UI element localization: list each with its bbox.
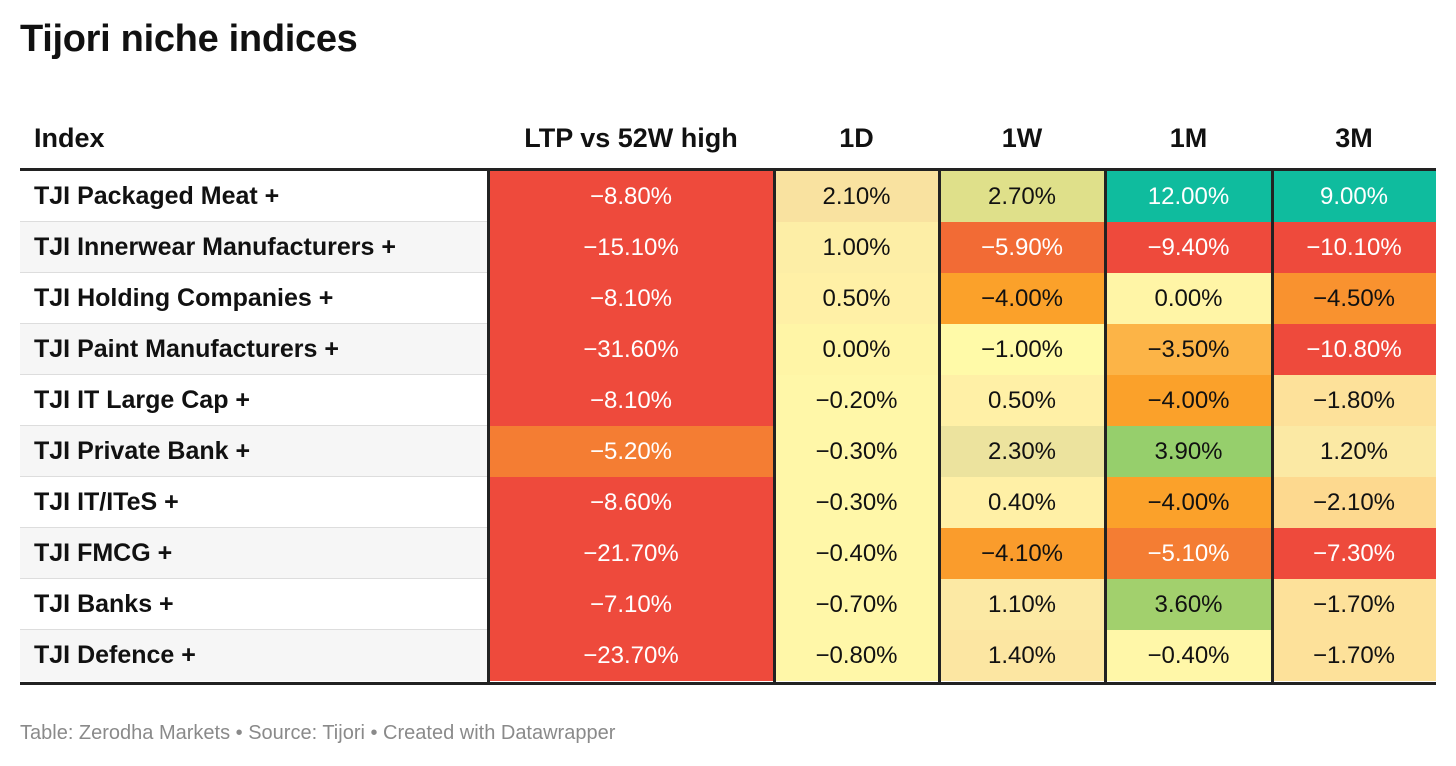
value-cell: −1.80% (1272, 375, 1436, 426)
row-label: TJI Private Bank + (34, 437, 251, 465)
table-row: TJI IT Large Cap + −8.10% −0.20% 0.50% −4.00… (20, 375, 1436, 426)
table-row: TJI Defence + −23.70% −0.80% 1.40% −0.40% −1.… (20, 630, 1436, 681)
value-cell: 2.10% (774, 171, 939, 222)
row-label: TJI Holding Companies + (34, 284, 334, 312)
value-cell: 0.50% (774, 273, 939, 324)
value-cell: −3.50% (1105, 324, 1272, 375)
column-header-3m: 3M (1335, 122, 1373, 153)
table-bottom-rule (20, 682, 1436, 685)
row-label: TJI IT/ITeS + (34, 488, 179, 516)
table-row: TJI FMCG + −21.70% −0.40% −4.10% −5.10% −7.30… (20, 528, 1436, 579)
value-cell: 9.00% (1272, 171, 1436, 222)
value-cell: −7.30% (1272, 528, 1436, 579)
value-cell: −0.40% (774, 528, 939, 579)
value-cell: 2.30% (939, 426, 1105, 477)
value-cell: 0.40% (939, 477, 1105, 528)
value-cell: −0.80% (774, 630, 939, 681)
column-header-index: Index (34, 122, 105, 153)
column-separator (1271, 171, 1274, 682)
column-header-1m: 1M (1169, 122, 1208, 153)
value-cell: −7.10% (488, 579, 774, 630)
value-cell: −5.10% (1105, 528, 1272, 579)
value-cell: 12.00% (1105, 171, 1272, 222)
value-cell: −4.00% (1105, 375, 1272, 426)
row-label: TJI Packaged Meat + (34, 182, 280, 210)
page-title: Tijori niche indices (20, 18, 358, 60)
value-cell: 2.70% (939, 171, 1105, 222)
row-label: TJI Innerwear Manufacturers + (34, 233, 396, 261)
column-separator (773, 171, 776, 682)
value-cell: 1.00% (774, 222, 939, 273)
value-cell: −31.60% (488, 324, 774, 375)
value-cell: −8.10% (488, 375, 774, 426)
value-cell: −0.40% (1105, 630, 1272, 681)
value-cell: −5.90% (939, 222, 1105, 273)
value-cell: 0.00% (774, 324, 939, 375)
value-cell: −15.10% (488, 222, 774, 273)
value-cell: 0.50% (939, 375, 1105, 426)
value-cell: −23.70% (488, 630, 774, 681)
value-cell: −9.40% (1105, 222, 1272, 273)
value-cell: 3.90% (1105, 426, 1272, 477)
value-cell: −0.30% (774, 477, 939, 528)
row-label: TJI Paint Manufacturers + (34, 335, 339, 363)
column-header-1d: 1D (839, 122, 874, 153)
value-cell: −1.70% (1272, 579, 1436, 630)
value-cell: −8.60% (488, 477, 774, 528)
column-header-ltp-vs-52w-high: LTP vs 52W high (524, 122, 738, 153)
value-cell: 1.20% (1272, 426, 1436, 477)
value-cell: −1.70% (1272, 630, 1436, 681)
header-divider (20, 168, 1436, 171)
value-cell: 1.10% (939, 579, 1105, 630)
value-cell: −8.80% (488, 171, 774, 222)
column-separator (487, 171, 490, 682)
table-row: TJI Packaged Meat + −8.80% 2.10% 2.70% 12.00… (20, 171, 1436, 222)
table-row: TJI IT/ITeS + −8.60% −0.30% 0.40% −4.00% −2.1… (20, 477, 1436, 528)
value-cell: 3.60% (1105, 579, 1272, 630)
value-cell: −0.70% (774, 579, 939, 630)
table-row: TJI Banks + −7.10% −0.70% 1.10% 3.60% −1.70% (20, 579, 1436, 630)
row-label: TJI FMCG + (34, 539, 173, 567)
value-cell: −4.00% (1105, 477, 1272, 528)
row-label: TJI IT Large Cap + (34, 386, 251, 414)
row-label: TJI Defence + (34, 641, 196, 669)
source-note: Table: Zerodha Markets • Source: Tijori … (20, 722, 616, 744)
value-cell: −5.20% (488, 426, 774, 477)
table-row: TJI Private Bank + −5.20% −0.30% 2.30% 3.90%… (20, 426, 1436, 477)
table-row: TJI Holding Companies + −8.10% 0.50% −4.00%… (20, 273, 1436, 324)
value-cell: −0.30% (774, 426, 939, 477)
value-cell: −4.50% (1272, 273, 1436, 324)
value-cell: 0.00% (1105, 273, 1272, 324)
value-cell: −0.20% (774, 375, 939, 426)
value-cell: −2.10% (1272, 477, 1436, 528)
value-cell: −4.10% (939, 528, 1105, 579)
value-cell: −10.10% (1272, 222, 1436, 273)
value-cell: −4.00% (939, 273, 1105, 324)
table-row: TJI Paint Manufacturers + −31.60% 0.00% −1.… (20, 324, 1436, 375)
column-separator (938, 171, 941, 682)
value-cell: −10.80% (1272, 324, 1436, 375)
column-header-1w: 1W (1001, 122, 1043, 153)
value-cell: −1.00% (939, 324, 1105, 375)
value-cell: −8.10% (488, 273, 774, 324)
table-row: TJI Innerwear Manufacturers + −15.10% 1.00… (20, 222, 1436, 273)
value-cell: −21.70% (488, 528, 774, 579)
value-cell: 1.40% (939, 630, 1105, 681)
column-separator (1104, 171, 1107, 682)
row-label: TJI Banks + (34, 590, 174, 618)
